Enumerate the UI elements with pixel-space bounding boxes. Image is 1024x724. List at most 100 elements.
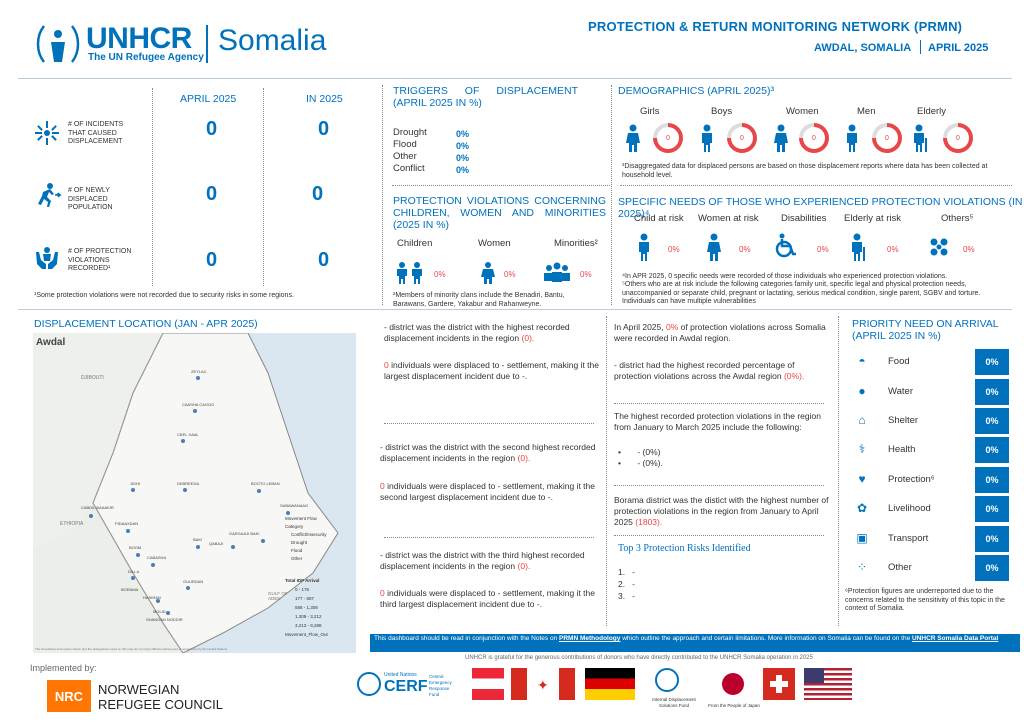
needs-footnote-2: ⁵Others who are at risk include the foll…	[622, 281, 981, 305]
arrival-range: 177 - 587	[295, 596, 315, 601]
woman-icon	[707, 233, 721, 261]
man-icon	[847, 124, 857, 152]
legend-item: Conflict/Insecurity	[291, 532, 327, 537]
map-place: CABASHA	[147, 555, 167, 560]
month-label: APRIL 2025	[928, 42, 989, 54]
trigger-label: Other	[393, 151, 417, 162]
trigger-value: 0%	[456, 141, 470, 151]
risk-item: 3. -	[618, 591, 636, 601]
kpi-label-violations: # OF PROTECTION VIOLATIONS RECORDED¹	[68, 248, 132, 272]
woman-icon	[481, 262, 495, 284]
need-value-women: 0%	[739, 245, 751, 254]
nrc-name-1: NORWEGIAN	[98, 682, 180, 697]
map-place: GARGAAJI BAKI	[229, 531, 260, 536]
country-name: Somalia	[218, 24, 327, 57]
priority-label: Shelter	[888, 415, 919, 426]
needs-title: SPECIFIC NEEDS OF THOSE WHO EXPERIENCED …	[618, 196, 1023, 220]
narrative-b4: Borama district was the distict with the…	[614, 495, 829, 527]
unhcr-wordmark: UNHCR	[86, 22, 192, 55]
arrival-legend: Total IDP Arrival 0 - 176 177 - 587 588 …	[285, 576, 355, 639]
priority-label: Protection⁶	[888, 474, 935, 485]
japan-flag-icon	[722, 673, 744, 695]
demographics-footnote: ³Disaggregated data for displaced person…	[622, 163, 988, 179]
map-sea-label: GULF OF ADEN	[268, 591, 288, 601]
map-canvas	[33, 333, 356, 653]
risk-item: 2. -	[618, 579, 636, 589]
priority-value: 0%	[975, 496, 1009, 522]
need-label-elderly: Elderly at risk	[844, 213, 902, 224]
priority-value: 0%	[975, 467, 1009, 493]
triggers-title: TRIGGERS OF DISPLACEMENT (APRIL 2025 IN …	[393, 85, 578, 109]
data-portal-link[interactable]: UNHCR Somalia Data Portal	[912, 635, 999, 642]
methodology-link[interactable]: PRMN Methodology	[559, 635, 621, 642]
priority-value: 0%	[975, 379, 1009, 405]
kpi-violations-april: 0	[206, 249, 218, 271]
japan-label: From the People of Japan	[708, 703, 760, 708]
kpi-violations-year: 0	[318, 249, 330, 271]
violation-item: • - (0%)	[618, 447, 661, 457]
kpi-incidents-year: 0	[318, 118, 330, 140]
map-place: SABAWANAAG	[280, 503, 309, 508]
priority-label: Health	[888, 444, 916, 455]
running-person-icon	[38, 183, 62, 207]
page-title: PROTECTION & RETURN MONITORING NETWORK (…	[588, 19, 963, 34]
kpi-label-incidents: # OF INCIDENTS THAT CAUSED DISPLACEMENT	[68, 121, 124, 145]
map-place: SHANGAN NODDIR	[146, 617, 183, 622]
wheelchair-icon	[775, 233, 796, 258]
map-place: HASIRAN	[143, 595, 161, 600]
woman-icon	[774, 124, 788, 152]
legend-item: Drought	[291, 540, 308, 545]
children-icon	[397, 262, 422, 284]
priority-label: Transport	[888, 533, 929, 544]
other-dots-icon: ⁘	[856, 560, 868, 574]
implemented-by: Implemented by:	[30, 663, 97, 673]
demo-donut-men: 0	[872, 123, 902, 153]
narrative-6: 0 individuals were displaced to - settle…	[380, 588, 595, 609]
narrative-3: - district was the district with the sec…	[380, 442, 596, 463]
unhcr-tagline: The UN Refugee Agency	[88, 52, 204, 63]
unhcr-logo: UNHCR The UN Refugee Agency Somalia	[34, 22, 354, 66]
girl-icon	[626, 124, 640, 152]
trigger-label: Drought	[393, 127, 427, 138]
violation-label-children: Children	[397, 238, 433, 249]
kpi-incidents-april: 0	[206, 118, 218, 140]
kpi-displaced-year: 0	[312, 183, 324, 205]
nrc-logo: NRC	[47, 680, 91, 712]
arrival-flow: Movement_Flow_Out	[285, 632, 328, 637]
incidents-icon	[35, 121, 59, 145]
map-place: BORAMA	[121, 587, 139, 592]
protection-icon: ♥	[858, 472, 866, 486]
risks-title: Top 3 Protection Risks Identified	[618, 543, 751, 554]
priority-value: 0%	[975, 555, 1009, 581]
priority-label: Food	[888, 356, 910, 367]
map-place: JIDHI	[130, 481, 140, 486]
kpi-col-year: IN 2025	[306, 93, 343, 105]
map-country-djibouti: DJIBOUTI	[81, 375, 104, 381]
shelter-icon: ⌂	[858, 413, 866, 427]
unhcr-emblem-icon	[36, 25, 80, 63]
priority-value: 0%	[975, 526, 1009, 552]
map-place: DILLA	[128, 569, 140, 574]
map-place: ZEYLAC	[191, 369, 207, 374]
trigger-label: Flood	[393, 139, 417, 150]
priority-value: 0%	[975, 437, 1009, 463]
arrival-range: 3,213 - 9,288	[295, 623, 322, 628]
priority-label: Livelihood	[888, 503, 931, 514]
priority-footnote: ⁶Protection figures are underreported du…	[845, 588, 1005, 612]
narrative-4: 0 individuals were displaced to - settle…	[380, 481, 595, 502]
demo-donut-women: 0	[799, 123, 829, 153]
demo-label-elderly: Elderly	[917, 106, 947, 117]
need-value-elderly: 0%	[887, 245, 899, 254]
map-credit: The boundaries and names shown and the d…	[35, 647, 228, 651]
map-place: BOOTO LEBAN	[251, 481, 280, 486]
arrival-range: 1,309 - 3,212	[295, 614, 322, 619]
map-place: BAKI	[193, 537, 203, 542]
trigger-value: 0%	[456, 129, 470, 139]
usa-flag-icon	[804, 668, 852, 700]
displacement-map: Awdal DJIBOUTI ETHIOPIA GULF OF ADEN ZEY…	[33, 333, 356, 653]
demographics-title: DEMOGRAPHICS (APRIL 2025)³	[618, 85, 774, 97]
violation-value-minorities: 0%	[580, 270, 592, 279]
elderly-icon	[852, 233, 865, 261]
priority-value: 0%	[975, 408, 1009, 434]
map-place: CABDIL BAAAKIR	[81, 505, 114, 510]
